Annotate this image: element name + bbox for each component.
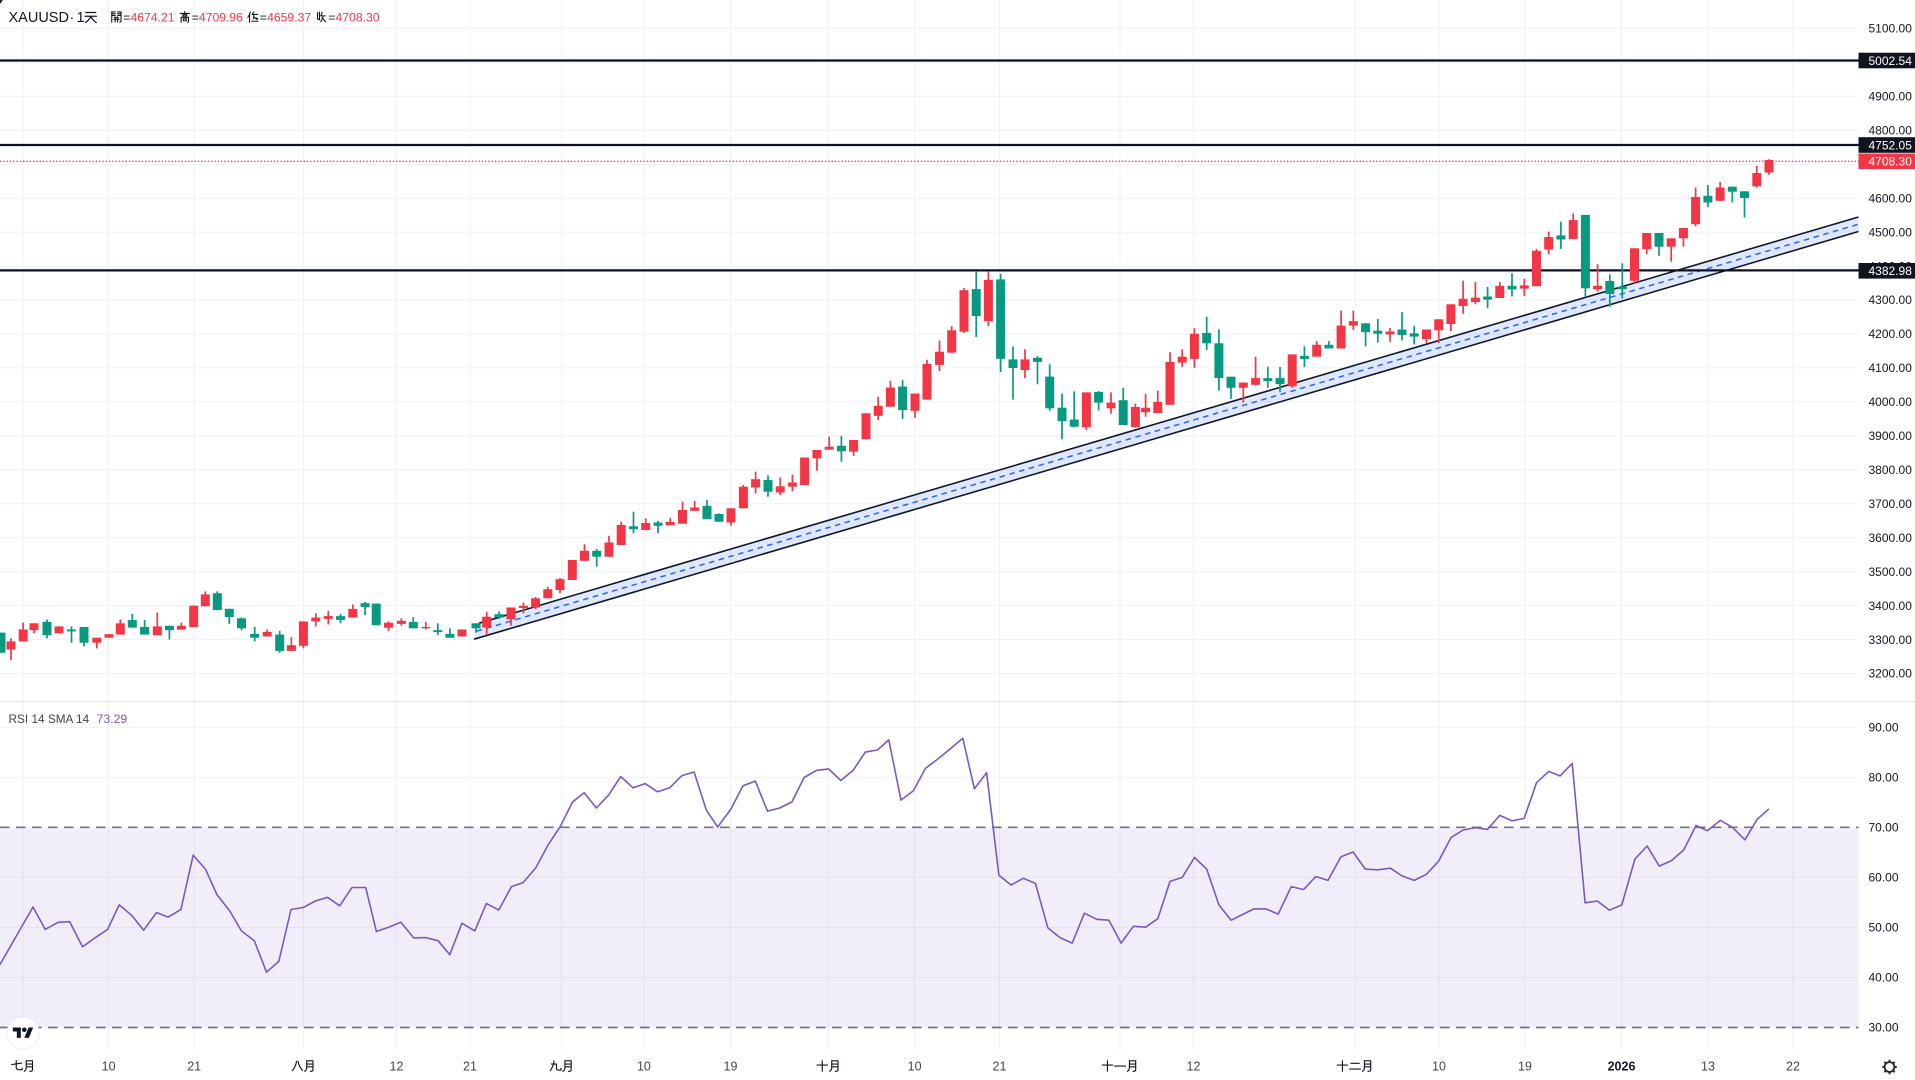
svg-text:21: 21: [187, 1060, 201, 1074]
svg-text:5002.54: 5002.54: [1869, 54, 1913, 68]
svg-text:4900.00: 4900.00: [1869, 90, 1913, 104]
svg-text:90.00: 90.00: [1869, 720, 1899, 734]
svg-text:10: 10: [102, 1060, 116, 1074]
svg-text:21: 21: [993, 1060, 1007, 1074]
svg-text:3300.00: 3300.00: [1869, 633, 1913, 647]
svg-text:4000.00: 4000.00: [1869, 395, 1913, 409]
svg-text:73.29: 73.29: [97, 712, 128, 726]
svg-text:4800.00: 4800.00: [1869, 124, 1913, 138]
svg-text:13: 13: [1701, 1060, 1715, 1074]
svg-text:3700.00: 3700.00: [1869, 497, 1913, 511]
svg-text:3800.00: 3800.00: [1869, 463, 1913, 477]
svg-text:3200.00: 3200.00: [1869, 667, 1913, 681]
svg-text:4709.96: 4709.96: [199, 11, 243, 25]
svg-text:4659.37: 4659.37: [267, 11, 311, 25]
svg-text:5100.00: 5100.00: [1869, 22, 1913, 36]
svg-text:40.00: 40.00: [1869, 971, 1899, 985]
svg-text:12: 12: [390, 1060, 404, 1074]
svg-text:10: 10: [908, 1060, 922, 1074]
svg-text:10: 10: [637, 1060, 651, 1074]
svg-text:4382.98: 4382.98: [1869, 264, 1913, 278]
svg-text:70.00: 70.00: [1869, 821, 1899, 835]
svg-text:19: 19: [1518, 1060, 1532, 1074]
svg-text:=: =: [123, 11, 130, 25]
svg-text:4600.00: 4600.00: [1869, 191, 1913, 205]
svg-text:21: 21: [463, 1060, 477, 1074]
svg-text:19: 19: [724, 1060, 738, 1074]
svg-text:·: ·: [70, 10, 75, 26]
svg-text:=: =: [328, 11, 335, 25]
svg-text:RSI 14 SMA 14: RSI 14 SMA 14: [9, 712, 90, 726]
svg-text:4708.30: 4708.30: [1869, 155, 1913, 169]
svg-text:3500.00: 3500.00: [1869, 565, 1913, 579]
svg-text:4500.00: 4500.00: [1869, 225, 1913, 239]
svg-text:3400.00: 3400.00: [1869, 599, 1913, 613]
svg-text:10: 10: [1432, 1060, 1446, 1074]
svg-text:80.00: 80.00: [1869, 771, 1899, 785]
svg-text:12: 12: [1187, 1060, 1201, 1074]
svg-text:2026: 2026: [1608, 1060, 1636, 1074]
svg-text:4708.30: 4708.30: [336, 11, 380, 25]
svg-text:60.00: 60.00: [1869, 871, 1899, 885]
svg-text:30.00: 30.00: [1869, 1021, 1899, 1035]
svg-text:4200.00: 4200.00: [1869, 327, 1913, 341]
svg-text:50.00: 50.00: [1869, 921, 1899, 935]
svg-text:=: =: [192, 11, 199, 25]
svg-text:1: 1: [77, 10, 85, 26]
svg-text:4300.00: 4300.00: [1869, 293, 1913, 307]
svg-text:4100.00: 4100.00: [1869, 361, 1913, 375]
svg-text:3600.00: 3600.00: [1869, 531, 1913, 545]
svg-text:=: =: [260, 11, 267, 25]
svg-text:4674.21: 4674.21: [131, 11, 175, 25]
svg-text:3900.00: 3900.00: [1869, 429, 1913, 443]
svg-text:XAUUSD: XAUUSD: [9, 10, 69, 26]
svg-text:22: 22: [1786, 1060, 1800, 1074]
svg-text:4752.05: 4752.05: [1869, 138, 1913, 152]
